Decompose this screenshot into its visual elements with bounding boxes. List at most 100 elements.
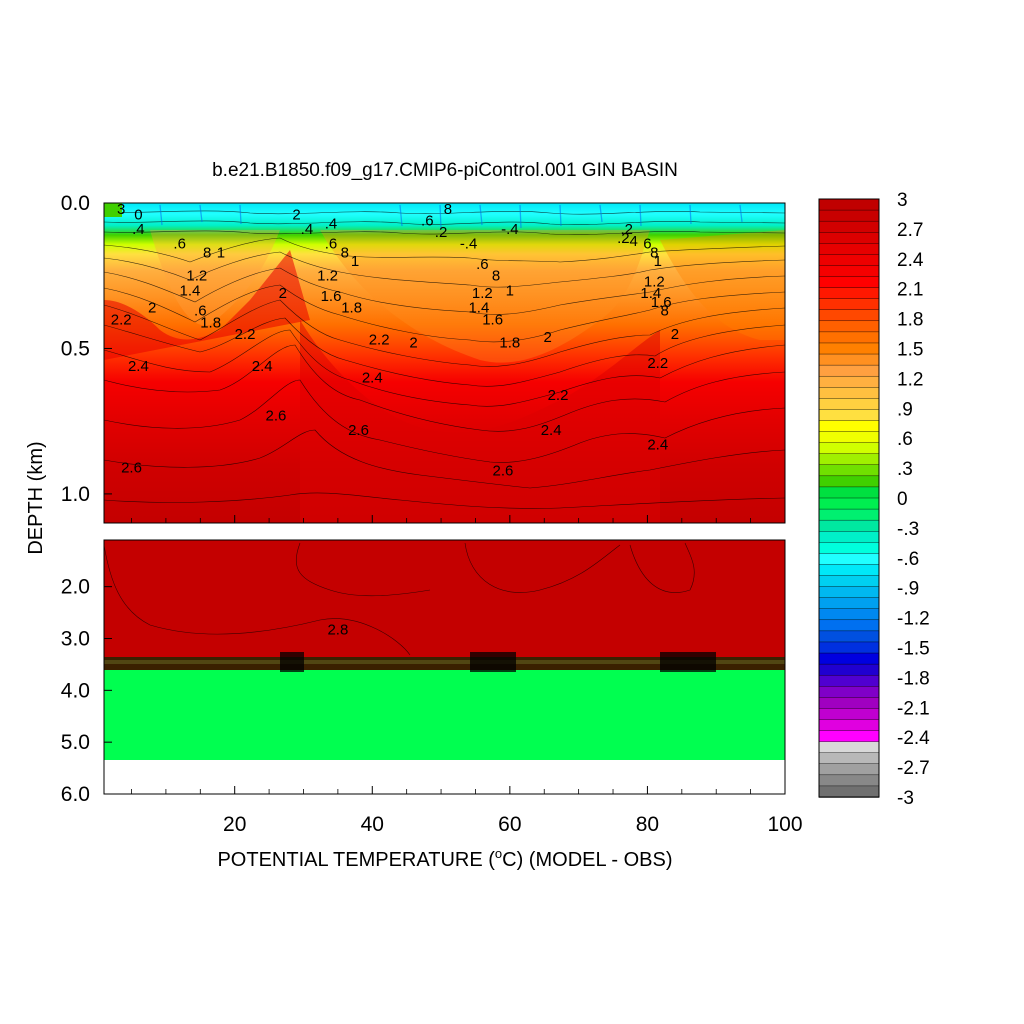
colorbar-box [818, 741, 880, 754]
colorbar-box [818, 320, 880, 333]
contour-label: 6 [643, 236, 651, 253]
y-tick-label: 2.0 [61, 576, 90, 599]
colorbar-box [818, 209, 880, 222]
contour-label: 8 [650, 244, 658, 261]
colorbar-level-label: 2.1 [897, 280, 923, 301]
contour-label: 2.4 [362, 370, 383, 387]
contour-label: -.4 [501, 221, 519, 238]
colorbar-box [818, 243, 880, 256]
colorbar-box [818, 309, 880, 322]
x-axis-title: POTENTIAL TEMPERATURE (oC) (MODEL - OBS) [217, 846, 672, 871]
x-axis: 20 40 60 80 100 [131, 515, 803, 836]
contour-label: 2.2 [235, 326, 256, 343]
contour-label: 8 [203, 244, 211, 261]
y-tick-label: 3.0 [61, 627, 90, 650]
contour-label: .6 [194, 303, 207, 320]
contour-label: 2.2 [369, 332, 390, 349]
y-tick-label: 5.0 [61, 731, 90, 754]
below-bottom-field [104, 670, 785, 760]
colorbar [818, 198, 880, 798]
colorbar-level-label: .3 [897, 459, 913, 480]
colorbar-box [818, 564, 880, 577]
colorbar-level-label: 2.7 [897, 220, 923, 241]
colorbar-level-label: -3 [897, 788, 914, 809]
contour-label: 2.8 [327, 622, 348, 639]
colorbar-level-label: -.6 [897, 549, 919, 570]
contour-label: .6 [325, 236, 338, 253]
colorbar-box [818, 652, 880, 665]
colorbar-box [818, 342, 880, 355]
contour-label: 1 [506, 282, 514, 299]
contour-label: 1.4 [468, 300, 489, 317]
contour-label: 2.6 [121, 460, 142, 477]
y-axis-lower: 2.0 3.0 4.0 5.0 6.0 [61, 576, 112, 806]
contour-label: 0 [134, 207, 142, 224]
x-axis-title-tail: ) (MODEL - OBS) [517, 849, 673, 871]
contour-label: 2 [544, 329, 552, 346]
colorbar-box [818, 553, 880, 566]
contour-label: -.4 [460, 236, 478, 253]
contour-label: 2.6 [266, 407, 287, 424]
contour-label: 8 [341, 244, 349, 261]
contour-label: 2.4 [252, 358, 273, 375]
colorbar-box [818, 686, 880, 699]
colorbar-box [818, 375, 880, 388]
colorbar-box [818, 508, 880, 521]
colorbar-box [818, 531, 880, 543]
contour-label: 1.8 [341, 300, 362, 317]
chart-title: b.e21.B1850.f09_g17.CMIP6-piControl.001 … [212, 160, 678, 181]
contour-label: 3 [117, 201, 125, 218]
colorbar-box [818, 608, 880, 621]
contour-label: 1.8 [200, 314, 221, 331]
contour-label: 2.4 [541, 422, 562, 439]
colorbar-box [818, 542, 880, 555]
y-tick-label: 0.0 [61, 192, 90, 215]
contour-label: 2 [279, 285, 287, 302]
colorbar-level-label: -2.1 [897, 698, 930, 719]
contour-label: .2 [621, 221, 634, 238]
contour-label: 1.8 [499, 335, 520, 352]
contour-label: .2 [617, 230, 630, 247]
colorbar-box [818, 398, 880, 411]
colorbar-box [818, 519, 880, 532]
colorbar-level-label: 0 [897, 489, 908, 510]
colorbar-box [818, 597, 880, 610]
bottom-band-line [104, 660, 785, 664]
lower-panel [103, 539, 786, 795]
x-tick-label: 20 [223, 813, 246, 836]
y-tick-label: 0.5 [61, 337, 90, 360]
colorbar-box [818, 276, 880, 289]
colorbar-box [818, 708, 880, 721]
contour-label: 2 [409, 335, 417, 352]
x-tick-label: 40 [361, 813, 384, 836]
contour-label: 2 [671, 326, 679, 343]
x-axis-title-unit: C [502, 849, 516, 871]
colorbar-box [818, 464, 880, 477]
colorbar-box [818, 287, 880, 300]
colorbar-box [818, 353, 880, 366]
contour-label: 1.6 [321, 288, 342, 305]
contour-label: 4 [629, 233, 637, 250]
colorbar-labels: 3 2.7 2.4 2.1 1.8 1.5 1.2 .9 .6 .3 0 -.3 -.6 -.9 -1.2 -… [897, 190, 930, 809]
colorbar-box [818, 641, 880, 654]
x-axis-title-main: POTENTIAL TEMPERATURE ( [217, 849, 495, 871]
contour-label: 2.2 [647, 355, 668, 372]
colorbar-box [818, 331, 880, 344]
colorbar-box [818, 298, 880, 311]
colorbar-box [818, 198, 880, 211]
contour-label: 1 [654, 253, 662, 270]
colorbar-box [818, 719, 880, 732]
upper-panel [103, 202, 786, 524]
orange-bowl-east [660, 230, 785, 340]
colorbar-box [818, 586, 880, 599]
contour-label: 2 [148, 300, 156, 317]
contour-label: 1.2 [472, 285, 493, 302]
colorbar-box [818, 475, 880, 488]
contour-label: 1.4 [640, 285, 661, 302]
colorbar-box [818, 730, 880, 743]
y-axis-upper: 0.0 0.5 1.0 [61, 192, 112, 506]
colorbar-level-label: -2.7 [897, 758, 930, 779]
contour-label: 2.6 [348, 422, 369, 439]
colorbar-level-label: 1.8 [897, 310, 923, 331]
